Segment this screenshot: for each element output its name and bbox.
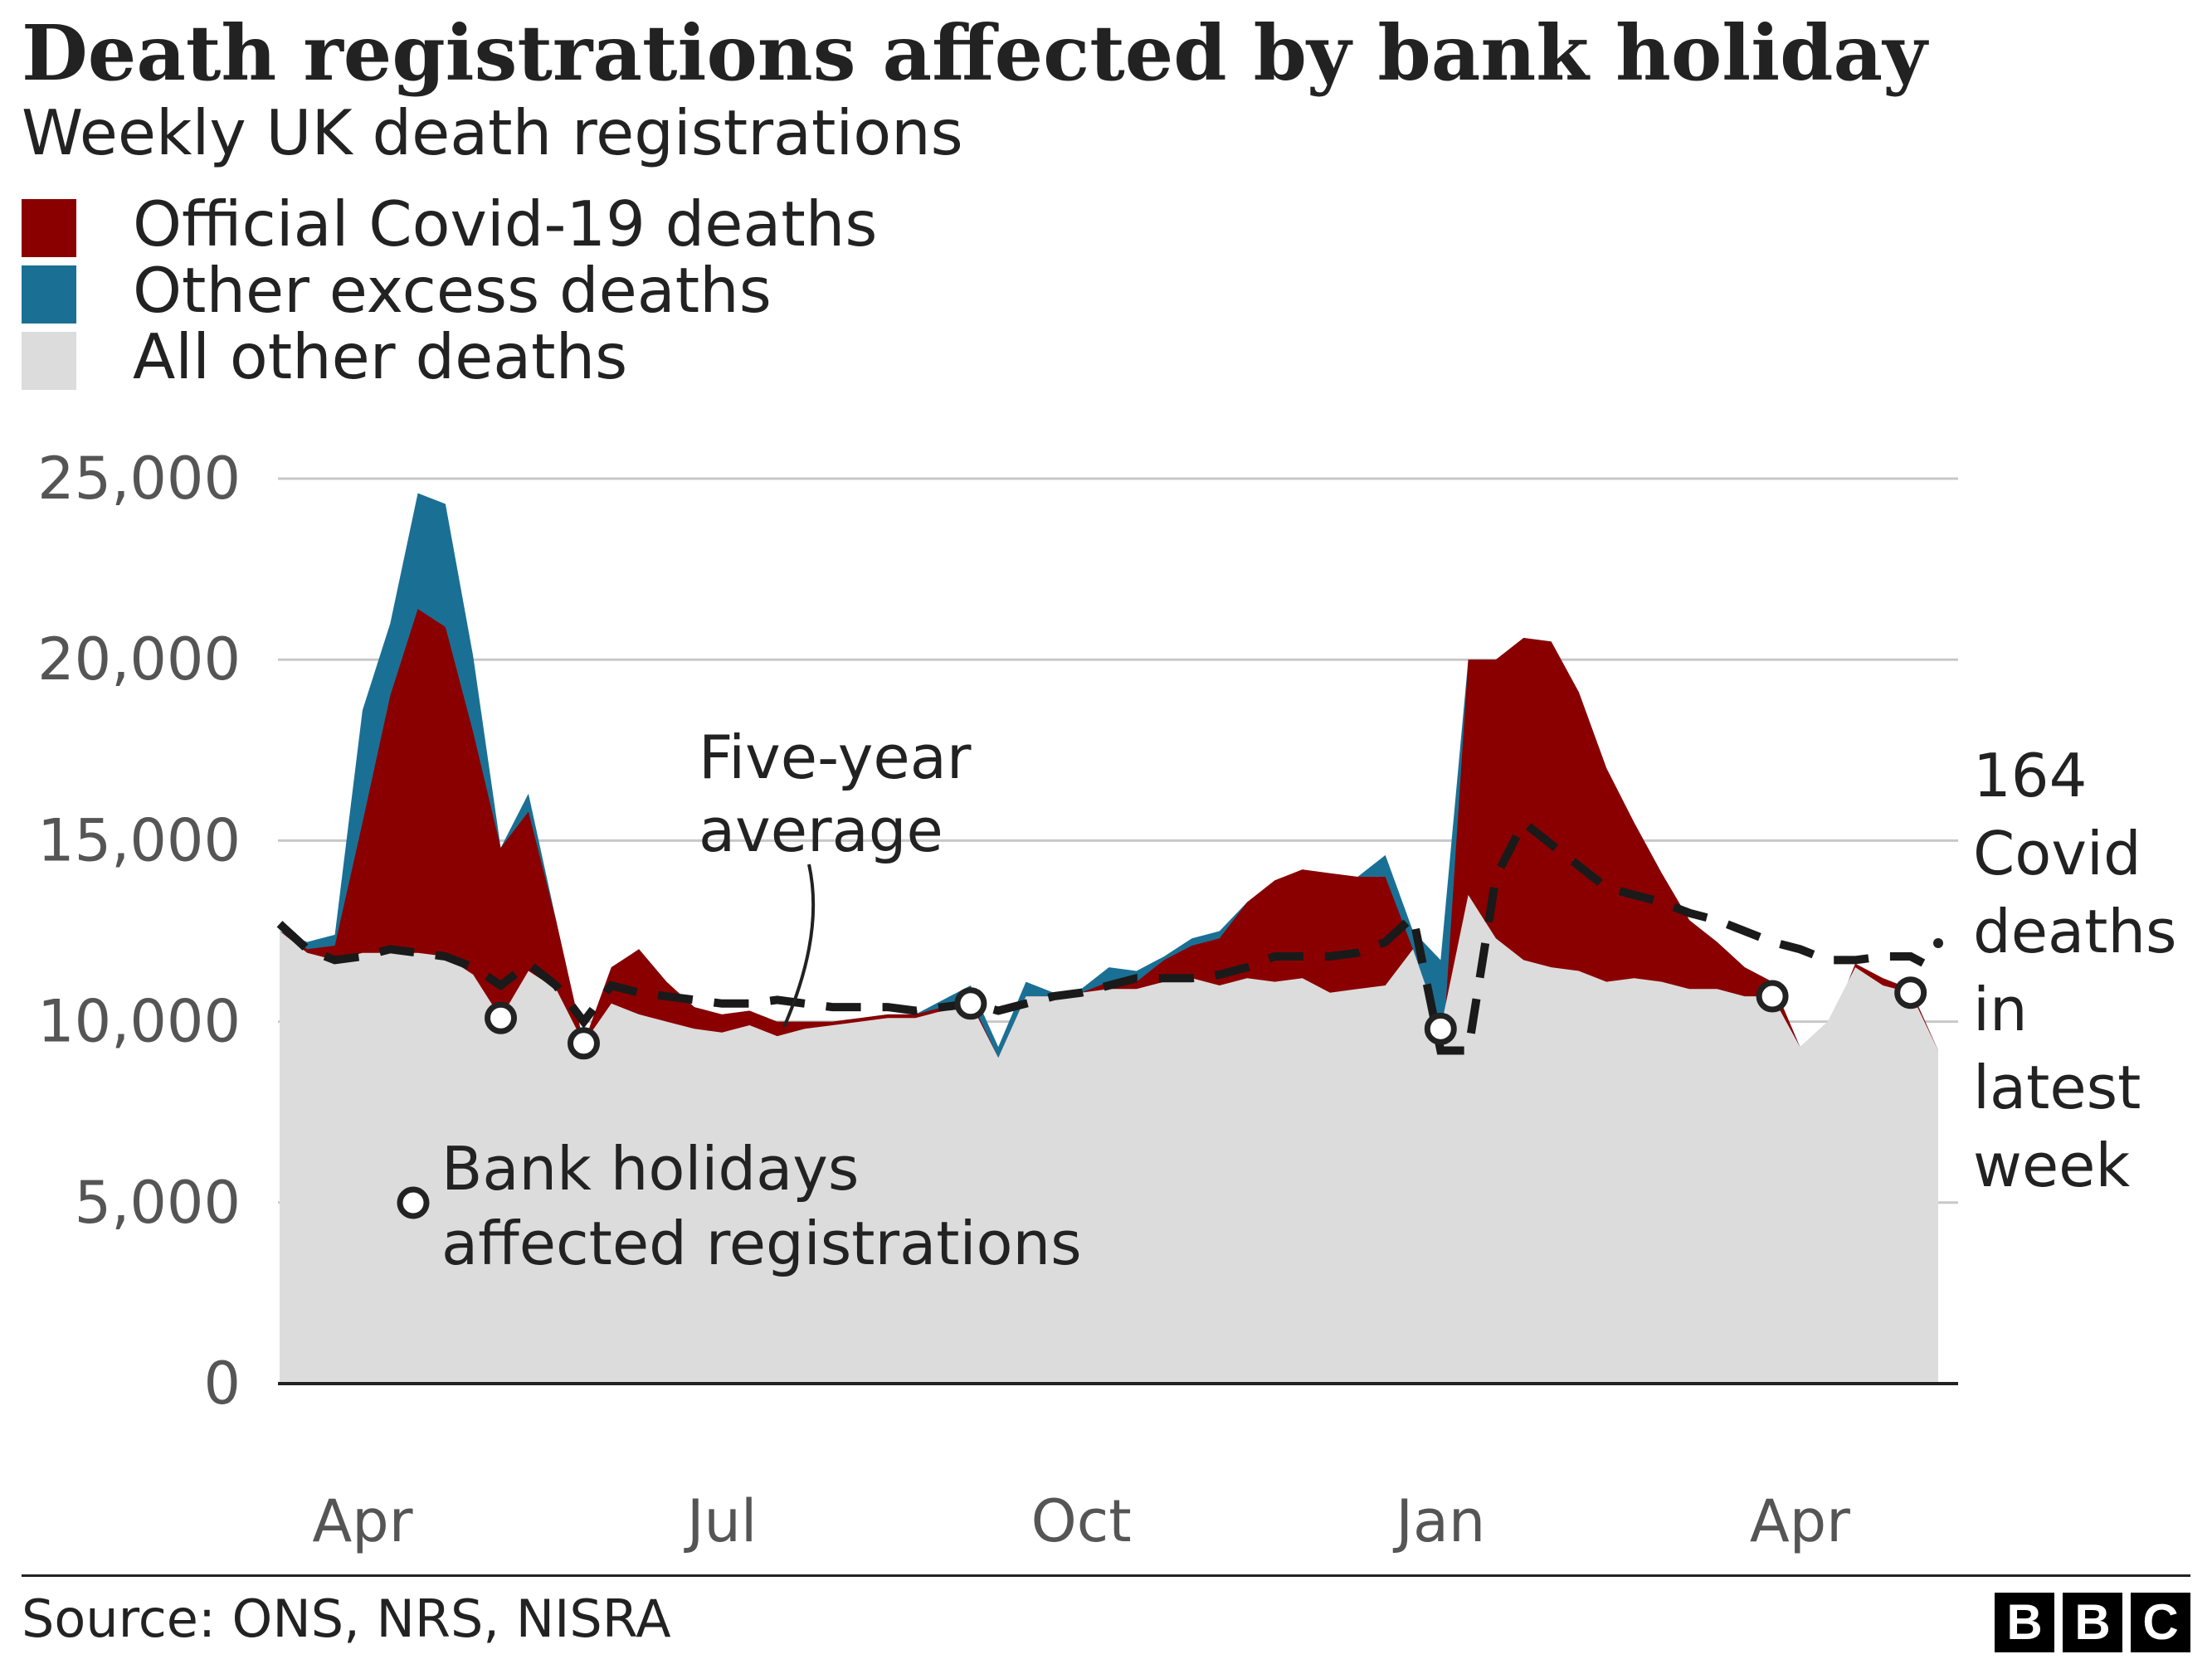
bank-holiday-marker-week-8 <box>485 1001 518 1034</box>
latest-annotation-line4: in <box>1973 975 2028 1044</box>
legend-label-covid: Official Covid-19 deaths <box>133 187 878 260</box>
y-tick-label-15000: 15,000 <box>37 806 241 874</box>
source-note: Source: ONS, NRS, NISRA <box>22 1588 671 1649</box>
bbc-logo-letter-b2: B <box>2063 1593 2122 1652</box>
latest-week-annotation: 164 Covid deaths in latest week <box>1933 741 2177 1200</box>
average-annotation-pointer <box>782 864 816 1028</box>
y-axis-labels: 0 5,000 10,000 15,000 20,000 25,000 <box>37 445 241 1418</box>
legend-swatch-covid <box>22 199 76 257</box>
y-tick-label-10000: 10,000 <box>37 988 241 1056</box>
bank-holiday-legend: Bank holidays affected registrations <box>397 1134 1082 1278</box>
latest-annotation-line3: deaths <box>1973 897 2177 966</box>
y-tick-label-5000: 5,000 <box>75 1169 241 1237</box>
bbc-logo: B B C <box>1995 1593 2190 1652</box>
bank-holiday-legend-marker <box>397 1186 430 1219</box>
latest-annotation-line2: Covid <box>1973 819 2141 888</box>
bank-holiday-annotation-line2: affected registrations <box>441 1209 1082 1278</box>
average-annotation-line1: Five-year <box>699 722 972 792</box>
bank-holiday-markers <box>485 976 1927 1060</box>
x-tick-label-oct-2: Oct <box>1031 1487 1132 1555</box>
chart-areas <box>280 493 1938 1384</box>
x-tick-label-jul-1: Jul <box>684 1487 757 1555</box>
average-annotation-line2: average <box>699 795 943 865</box>
x-tick-label-jan-3: Jan <box>1392 1487 1485 1555</box>
area-all-other-deaths <box>280 894 1938 1384</box>
bank-holiday-annotation-line1: Bank holidays <box>441 1134 859 1204</box>
chart-title: Death registrations affected by bank hol… <box>22 8 1927 98</box>
bank-holiday-marker-week-25 <box>954 987 987 1020</box>
legend-label-excess: Other excess deaths <box>133 254 772 327</box>
latest-annotation-line5: latest <box>1973 1053 2141 1122</box>
chart-subtitle: Weekly UK death registrations <box>22 96 963 169</box>
x-tick-label-apr-0: Apr <box>312 1487 412 1555</box>
legend-swatch-excess <box>22 265 76 324</box>
legend-label-other: All other deaths <box>133 320 628 393</box>
average-annotation: Five-year average <box>699 722 972 1028</box>
footer-divider <box>22 1574 2190 1577</box>
latest-annotation-line6: week <box>1973 1131 2130 1200</box>
bank-holiday-marker-week-42 <box>1424 1012 1457 1045</box>
bbc-logo-letter-b1: B <box>1995 1593 2054 1652</box>
bank-holiday-marker-week-54 <box>1756 980 1789 1013</box>
latest-week-pointer-dot <box>1933 938 1943 948</box>
five-year-average-line <box>276 815 1941 1055</box>
x-tick-label-apr-4: Apr <box>1750 1487 1850 1555</box>
y-tick-label-25000: 25,000 <box>37 445 241 513</box>
bank-holiday-marker-week-11 <box>567 1027 600 1060</box>
bank-holiday-marker-week-59 <box>1894 976 1927 1010</box>
y-tick-label-20000: 20,000 <box>37 625 241 693</box>
latest-annotation-line1: 164 <box>1973 741 2087 810</box>
legend-swatch-other <box>22 332 76 390</box>
y-tick-label-0: 0 <box>203 1350 241 1418</box>
x-axis-labels: Apr Jul Oct Jan Apr <box>312 1487 1850 1555</box>
bbc-logo-letter-c: C <box>2131 1593 2190 1652</box>
